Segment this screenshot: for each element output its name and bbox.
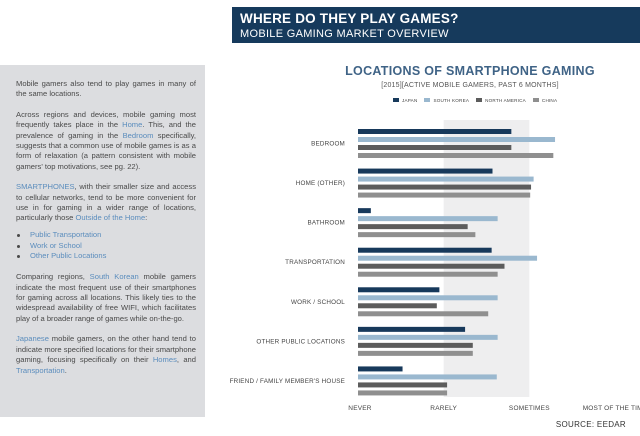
category-label: BATHROOM <box>307 220 345 227</box>
bar-japan <box>358 247 492 253</box>
legend-swatch <box>393 98 399 102</box>
legend-item-japan: JAPAN <box>393 98 417 103</box>
chart-subtitle: [2015][ACTIVE MOBILE GAMERS, PAST 6 MONT… <box>381 82 559 89</box>
legend-item-china: CHINA <box>532 97 558 103</box>
bullet-icon <box>17 233 20 237</box>
bar-north-america <box>358 342 473 348</box>
text-run: , with their smaller size and access to … <box>16 182 196 223</box>
bar-china <box>358 350 473 356</box>
bar-north-america <box>358 184 532 190</box>
legend-label: SOUTH KOREA <box>433 97 470 103</box>
bullet-label: Work or School <box>30 240 82 250</box>
sidebar-paragraph-intro: Mobile gamers also tend to play games in… <box>16 79 196 99</box>
sidebar-paragraph-korea: Comparing regions, South Korean mobile g… <box>16 272 196 324</box>
x-tick-label: SOMETIMES <box>509 405 550 412</box>
text-run: , and <box>176 355 196 365</box>
text-run: . This, and the prevalence of gaming in … <box>16 120 196 140</box>
bar-japan <box>358 129 512 134</box>
sidebar-paragraph-smartphones: SMARTPHONES, with their smaller size and… <box>16 182 196 224</box>
list-item: Work or School <box>16 241 196 252</box>
bar-china <box>358 192 531 198</box>
bullet-label: Other Public Locations <box>30 251 107 261</box>
legend-label: JAPAN <box>402 97 418 103</box>
chart-title: LOCATIONS OF SMARTPHONE GAMING <box>345 64 595 78</box>
legend-item-north-america: NORTH AMERICA <box>476 98 526 103</box>
legend-swatch <box>476 98 483 102</box>
bullet-label: Public Transportation <box>30 229 102 239</box>
legend-label: NORTH AMERICA <box>485 97 526 103</box>
bar-south-korea <box>358 334 498 340</box>
bar-south-korea <box>358 255 538 261</box>
category-label: TRANSPORTATION <box>285 259 345 266</box>
highlight-japanese: Japanese <box>16 334 49 344</box>
legend-swatch <box>424 98 431 102</box>
x-tick-label: RARELY <box>430 405 457 412</box>
category-label: WORK / SCHOOL <box>291 299 345 306</box>
bar-japan <box>358 326 466 332</box>
chart-legend: JAPAN SOUTH KOREA NORTH AMERICA CHINA <box>393 95 557 105</box>
legend-label: CHINA <box>541 97 558 103</box>
category-label: HOME (OTHER) <box>296 180 345 187</box>
page-header: WHERE DO THEY PLAY GAMES? MOBILE GAMING … <box>232 7 640 43</box>
bar-china <box>358 311 489 317</box>
text-run: mobile gamers indicate the most frequent… <box>16 272 196 323</box>
bullet-icon <box>17 255 20 259</box>
bar-japan <box>358 287 440 293</box>
text-run: specifically, suggests that a common use… <box>16 130 197 171</box>
bar-north-america <box>358 263 505 269</box>
highlight-bedroom: Bedroom <box>122 130 154 140</box>
page-subtitle: MOBILE GAMING MARKET OVERVIEW <box>240 28 449 40</box>
category-label: OTHER PUBLIC LOCATIONS <box>256 338 345 345</box>
highlight-transportation: Transportation <box>16 365 65 375</box>
bar-china <box>358 390 448 396</box>
bar-south-korea <box>358 176 534 182</box>
x-tick-label: NEVER <box>348 405 372 412</box>
list-item: Other Public Locations <box>16 251 196 262</box>
page-title: WHERE DO THEY PLAY GAMES? <box>240 11 459 26</box>
bar-japan <box>358 168 493 174</box>
highlight-south-korean: South Korean <box>89 272 139 282</box>
sidebar-paragraph-home: Across regions and devices, mobile gamin… <box>16 110 196 172</box>
bar-china <box>358 153 554 158</box>
bar-north-america <box>358 145 512 150</box>
bar-north-america <box>358 303 437 309</box>
list-item: Public Transportation <box>16 230 196 241</box>
text-run: mobile gamers, on the other hand tend to… <box>16 334 196 365</box>
text-run: : <box>145 213 148 223</box>
highlight-outside-home: Outside of the Home <box>75 213 146 223</box>
x-tick-label: MOST OF THE TIME <box>583 405 640 412</box>
location-bullet-list: Public Transportation Work or School Oth… <box>16 230 196 262</box>
bar-north-america <box>358 382 448 388</box>
sidebar-panel: Mobile gamers also tend to play games in… <box>0 65 205 417</box>
bar-south-korea <box>358 216 498 222</box>
bar-china <box>358 232 476 238</box>
text-run: Comparing regions, <box>16 272 90 282</box>
bar-japan <box>358 208 371 214</box>
category-label: FRIEND / FAMILY MEMBER'S HOUSE <box>230 378 345 385</box>
sidebar-paragraph-japan: Japanese mobile gamers, on the other han… <box>16 334 196 376</box>
bar-china <box>358 271 498 277</box>
sidebar-text: Mobile gamers also tend to play games in… <box>16 79 196 386</box>
bar-japan <box>358 366 403 372</box>
highlight-homes: Homes <box>152 355 177 365</box>
bullet-icon <box>17 244 20 248</box>
highlight-smartphones: SMARTPHONES <box>16 182 75 192</box>
bar-south-korea <box>358 137 556 142</box>
category-label: BEDROOM <box>311 141 345 148</box>
text-run: . <box>64 365 67 375</box>
source-note: SOURCE: EEDAR <box>555 420 626 429</box>
bar-north-america <box>358 224 468 230</box>
bar-south-korea <box>358 374 497 380</box>
bar-south-korea <box>358 295 498 301</box>
legend-swatch <box>532 98 539 102</box>
legend-item-south-korea: SOUTH KOREA <box>424 98 469 103</box>
highlight-home: Home <box>122 120 143 130</box>
text-run: Across regions and devices, mobile gamin… <box>16 109 196 130</box>
